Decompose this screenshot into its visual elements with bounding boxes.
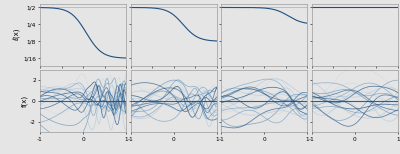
Y-axis label: ℓ(x): ℓ(x) (14, 29, 21, 41)
Y-axis label: f(x): f(x) (21, 95, 28, 107)
